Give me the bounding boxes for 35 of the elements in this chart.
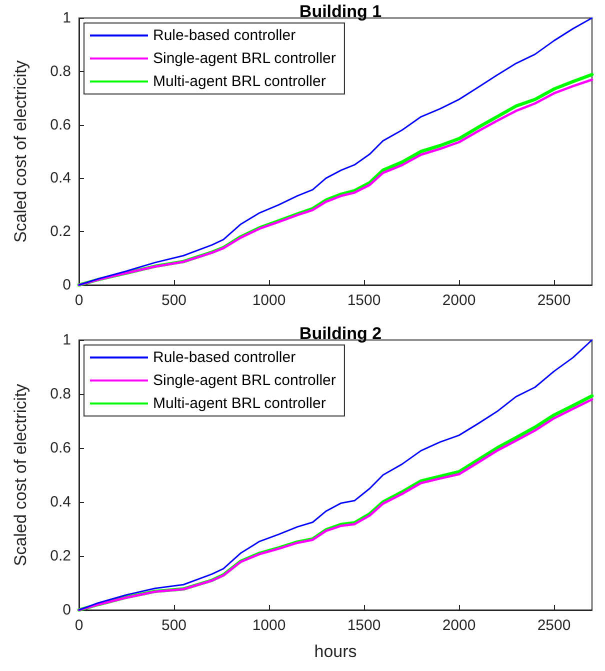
legend-label: Rule-based controller [153, 27, 296, 44]
x-tick-label: 2500 [537, 292, 571, 309]
legend-label: Rule-based controller [153, 349, 296, 366]
legend-label: Single-agent BRL controller [153, 372, 336, 389]
x-tick-label: 500 [161, 292, 187, 309]
x-tick-label: 0 [74, 617, 84, 634]
x-tick-label: 2000 [442, 617, 476, 634]
x-axis-title: hours [314, 642, 357, 661]
chart-title: Building 2 [299, 324, 382, 343]
legend-label: Multi-agent BRL controller [153, 73, 326, 90]
x-tick-label: 0 [74, 292, 84, 309]
y-axis-title: Scaled cost of electricity [11, 383, 30, 566]
legend-label: Single-agent BRL controller [153, 50, 336, 67]
y-tick-label: 0.6 [50, 440, 71, 456]
y-tick-label: 0.4 [50, 170, 71, 187]
x-tick-label: 2000 [442, 292, 476, 309]
y-tick-label: 0 [62, 602, 71, 618]
y-axis-title: Scaled cost of electricity [11, 60, 30, 243]
x-tick-label: 1500 [347, 292, 381, 309]
x-tick-label: 1000 [252, 617, 286, 634]
x-tick-label: 1000 [252, 292, 286, 309]
y-tick-label: 0 [62, 276, 71, 294]
x-tick-label: 500 [161, 617, 187, 634]
x-tick-label: 1500 [347, 617, 381, 634]
y-tick-label: 0.6 [50, 116, 71, 134]
chart-title: Building 1 [299, 2, 382, 21]
x-tick-label: 2500 [537, 617, 571, 634]
legend-label: Multi-agent BRL controller [153, 395, 326, 412]
y-tick-label: 0.8 [50, 62, 71, 80]
y-tick-label: 0.4 [50, 494, 71, 510]
y-tick-label: 1 [62, 10, 71, 26]
y-tick-label: 0.2 [50, 548, 71, 564]
y-tick-label: 1 [62, 332, 71, 348]
y-tick-label: 0.2 [50, 223, 71, 240]
y-tick-label: 0.8 [50, 386, 71, 402]
